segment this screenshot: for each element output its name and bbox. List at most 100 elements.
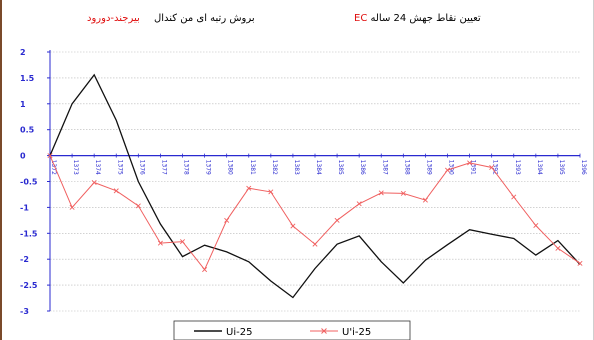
x-tick-label: 1377: [160, 160, 167, 175]
x-tick-label: 1392: [492, 160, 499, 175]
gridlines: [50, 51, 580, 312]
x-tick-label: 1387: [381, 160, 388, 175]
data-point-marker: [113, 188, 119, 194]
x-tick-label: 1396: [580, 160, 587, 175]
data-point-marker: [356, 201, 362, 207]
data-point-marker: [157, 240, 163, 246]
y-tick-label: -2: [20, 255, 29, 264]
x-tick-label: 1378: [183, 160, 190, 175]
y-tick-label: -0.5: [20, 178, 38, 187]
y-axis-ticks: 2 1.5 1 0.5 0 -0.5 -1 -1.5 -2 -2.5 -3: [20, 48, 50, 316]
marker-stroke: [179, 239, 186, 245]
marker-stroke: [69, 204, 75, 210]
marker-stroke: [157, 240, 163, 246]
legend-label: Ui-25: [226, 327, 252, 338]
chart-title-ec: EC: [354, 13, 368, 24]
data-point-marker: [246, 185, 252, 191]
chart-title: تعیین نقاط جهش 24 ساله EC: [354, 13, 481, 24]
marker-stroke: [246, 185, 252, 191]
axes: [49, 50, 580, 311]
marker-stroke: [290, 223, 296, 229]
marker-stroke: [356, 201, 362, 207]
x-tick-label: 1394: [536, 160, 543, 175]
x-tick-label: 1381: [249, 160, 256, 175]
x-tick-label: 1390: [448, 160, 455, 175]
legend-label: U'i-25: [342, 327, 371, 338]
series-line-ui: [49, 73, 581, 299]
marker-stroke: [533, 223, 539, 229]
x-tick-label: 1374: [94, 160, 101, 175]
data-point-marker: [47, 153, 53, 159]
legend-box: [173, 320, 411, 340]
marker-stroke: [422, 197, 428, 203]
marker-stroke: [444, 167, 451, 173]
x-tick-label: 1389: [425, 160, 432, 175]
data-point-marker: [422, 197, 428, 203]
series-group: [47, 73, 583, 299]
data-point-marker: [467, 160, 473, 166]
x-tick-label: 1380: [227, 160, 234, 175]
data-point-marker: [224, 217, 230, 223]
x-axis-ticks: 1372 1373 1374 1375 1376 1377 1378 1379 1380 1381…: [49, 153, 587, 175]
data-point-marker: [511, 194, 517, 200]
data-point-marker: [69, 204, 75, 210]
x-tick-label: 1383: [293, 160, 300, 175]
marker-stroke: [555, 245, 561, 251]
data-point-marker: [179, 239, 186, 245]
chart-title-text: تعیین نقاط جهش 24 ساله: [370, 13, 481, 24]
marker-stroke: [467, 160, 473, 166]
y-tick-label: 0.5: [20, 126, 35, 135]
marker-stroke: [113, 188, 119, 194]
data-point-marker: [444, 167, 451, 173]
method-label: بروش رتبه ای من کندال: [154, 13, 255, 24]
data-point-marker: [555, 245, 561, 251]
x-tick-label: 1391: [470, 160, 477, 175]
marker-stroke: [378, 190, 384, 196]
x-tick-label: 1388: [403, 160, 410, 175]
region-label: بیرجند-دورود: [87, 13, 140, 24]
marker-stroke: [135, 203, 141, 209]
y-tick-label: 0: [20, 152, 26, 161]
x-tick-label: 1386: [359, 160, 366, 175]
data-point-marker: [577, 260, 583, 266]
x-tick-label: 1382: [271, 160, 278, 175]
y-tick-label: -1: [20, 203, 29, 212]
x-tick-label: 1395: [558, 160, 565, 175]
data-point-marker: [378, 190, 384, 196]
x-tick-label: 1384: [315, 160, 322, 175]
data-point-marker: [268, 189, 274, 195]
marker-stroke: [312, 241, 318, 247]
data-point-marker: [533, 223, 539, 229]
y-tick-label: -3: [20, 307, 29, 316]
marker-stroke: [334, 217, 340, 223]
y-tick-label: 1.5: [20, 74, 35, 83]
legend: Ui-25 U'i-25: [173, 320, 411, 340]
marker-stroke: [224, 217, 230, 223]
marker-stroke: [577, 260, 583, 266]
y-tick-label: -1.5: [20, 229, 38, 238]
legend-marker: [321, 328, 327, 334]
y-tick-label: -2.5: [20, 281, 38, 290]
y-tick-label: 2: [20, 48, 26, 57]
y-tick-label: 1: [20, 100, 26, 109]
x-tick-label: 1372: [50, 160, 57, 175]
marker-stroke: [47, 153, 53, 159]
data-point-marker: [290, 223, 296, 229]
x-tick-label: 1393: [514, 160, 521, 175]
data-point-marker: [489, 164, 495, 171]
marker-stroke: [91, 180, 97, 186]
data-point-marker: [202, 267, 208, 273]
x-tick-label: 1375: [116, 160, 123, 175]
marker-stroke: [489, 164, 495, 171]
data-point-marker: [334, 217, 340, 223]
x-tick-label: 1379: [205, 160, 212, 175]
marker-stroke: [400, 190, 406, 196]
data-point-marker: [400, 190, 406, 196]
data-point-marker: [91, 180, 97, 186]
x-tick-label: 1385: [337, 160, 344, 175]
marker-stroke: [202, 267, 208, 273]
marker-stroke: [268, 189, 274, 195]
data-point-marker: [135, 203, 141, 209]
x-tick-label: 1373: [72, 160, 79, 175]
